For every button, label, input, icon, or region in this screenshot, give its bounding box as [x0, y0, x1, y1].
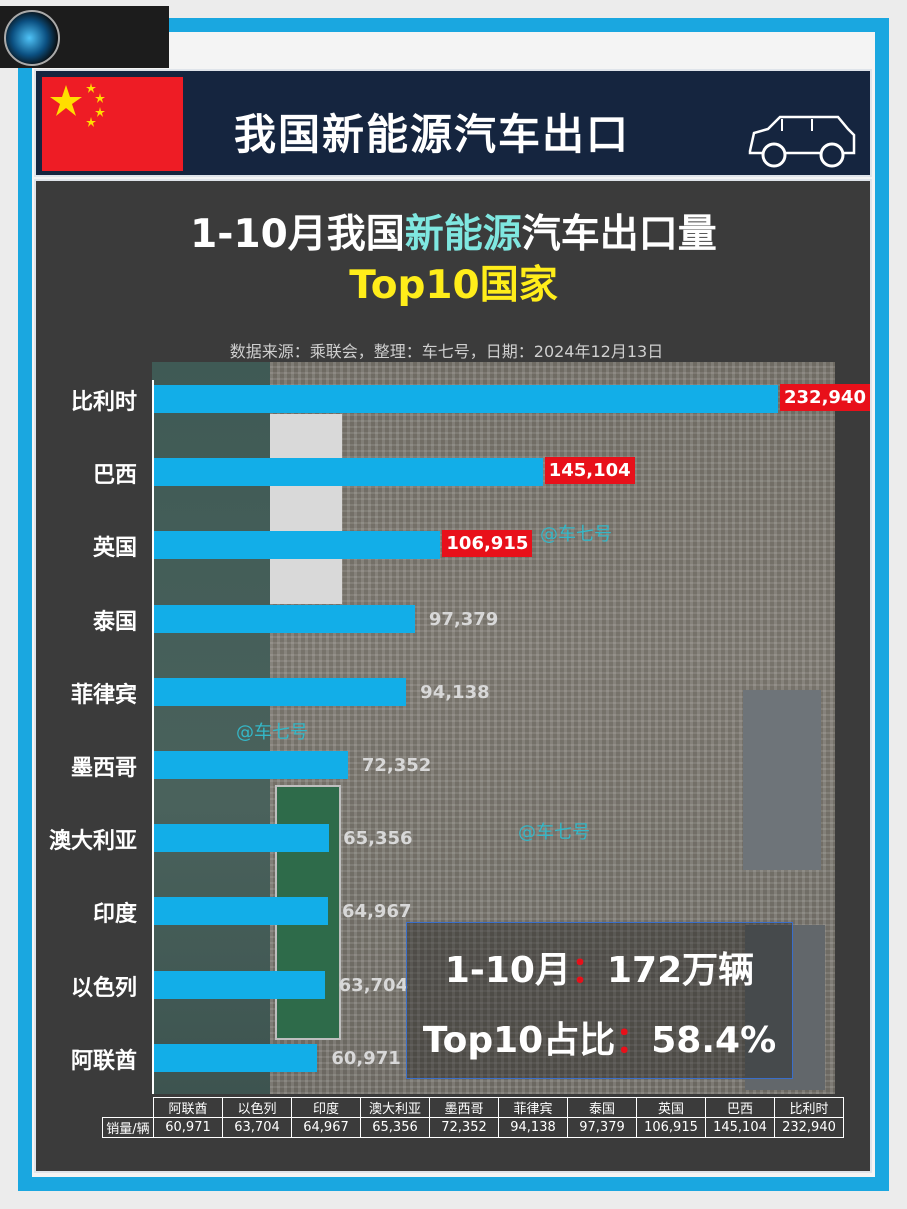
summary-total: 1-10月：172万辆 [407, 941, 792, 993]
table-value-cell: 232,940 [774, 1117, 844, 1138]
summary-box: 1-10月：172万辆 Top10占比：58.4% [406, 922, 793, 1079]
category-label: 比利时 [70, 390, 137, 415]
table-value-cell: 97,379 [567, 1117, 637, 1138]
bar [154, 677, 407, 706]
data-label: 97,379 [428, 608, 499, 630]
category-label: 英国 [92, 536, 137, 562]
summary-separator: ： [570, 950, 607, 991]
bar [154, 531, 441, 560]
category-label: 以色列 [70, 975, 137, 1001]
data-table: 阿联酋 以色列 印度 澳大利亚 墨西哥 菲律宾 泰国 英国 巴西 比利时 销量/辆 60,971 6… [102, 1097, 844, 1138]
table-header-row: 阿联酋 以色列 印度 澳大利亚 墨西哥 菲律宾 泰国 英国 巴西 比利时 [102, 1097, 844, 1118]
background-building [743, 690, 821, 870]
table-value-row: 销量/辆 60,971 63,704 64,967 65,356 72,352 94,13… [102, 1117, 844, 1138]
table-header-cell: 印度 [291, 1097, 361, 1118]
background-building [745, 925, 825, 1090]
y-axis-line [152, 380, 154, 1094]
title-part-2: 新能源 [404, 212, 522, 257]
table-value-cell: 65,356 [360, 1117, 430, 1138]
summary-total-value: 172万辆 [606, 950, 755, 991]
summary-total-label: 1-10月 [444, 950, 571, 991]
chart-subtitle: Top10国家 [349, 263, 558, 308]
table-header-cell: 比利时 [774, 1097, 844, 1118]
category-label: 菲律宾 [70, 682, 137, 708]
logo [0, 6, 169, 68]
data-label: 106,915 [442, 530, 533, 558]
data-label: 145,104 [544, 457, 635, 485]
logo-icon [4, 10, 60, 66]
summary-share-label: Top10占比 [422, 1020, 616, 1061]
watermark: @车七号 [540, 524, 612, 545]
table-header-cell: 墨西哥 [429, 1097, 499, 1118]
table-row-label: 销量/辆 [102, 1117, 154, 1138]
table-value-cell: 145,104 [705, 1117, 775, 1138]
data-label: 232,940 [780, 384, 870, 411]
table-value-cell: 64,967 [291, 1117, 361, 1138]
summary-separator: ： [615, 1020, 652, 1061]
table-header-cell: 澳大利亚 [360, 1097, 430, 1118]
bar [154, 604, 415, 633]
header-banner: 我国新能源汽车出口 [34, 69, 872, 177]
category-label: 墨西哥 [70, 756, 137, 781]
bar [154, 751, 348, 779]
chart-title: 1-10月我国新能源汽车出口量 [0, 203, 907, 259]
table-header-cell: 泰国 [567, 1097, 637, 1118]
table-value-cell: 94,138 [498, 1117, 568, 1138]
china-flag-icon [42, 77, 183, 171]
table-value-cell: 63,704 [222, 1117, 292, 1138]
bar [154, 458, 543, 487]
data-label: 64,967 [342, 901, 412, 923]
data-source: 数据来源：乘联会，整理：车七号，日期：2024年12月13日 [229, 342, 664, 361]
table-corner [102, 1097, 154, 1118]
data-label: 65,356 [343, 828, 413, 850]
table-header-cell: 以色列 [222, 1097, 292, 1118]
title-part-3: 汽车出口量 [521, 212, 717, 257]
summary-share: Top10占比：58.4% [407, 1011, 792, 1063]
title-part-1: 1-10月我国 [190, 212, 405, 257]
watermark: @车七号 [236, 722, 308, 743]
table-value-cell: 60,971 [153, 1117, 223, 1138]
watermark: @车七号 [518, 822, 590, 843]
suv-icon [748, 115, 856, 168]
category-label: 阿联酋 [70, 1048, 137, 1074]
data-label: 94,138 [420, 681, 490, 703]
category-label: 印度 [92, 902, 137, 928]
category-label: 巴西 [92, 463, 137, 489]
category-label: 澳大利亚 [48, 829, 137, 855]
category-label: 泰国 [92, 609, 137, 635]
data-label: 72,352 [361, 755, 432, 776]
bar [154, 385, 778, 413]
table-header-cell: 阿联酋 [153, 1097, 223, 1118]
data-label: 60,971 [331, 1047, 401, 1069]
table-header-cell: 英国 [636, 1097, 706, 1118]
table-header-cell: 巴西 [705, 1097, 775, 1118]
summary-share-value: 58.4% [651, 1020, 777, 1061]
data-label: 63,704 [338, 974, 409, 996]
table-header-cell: 菲律宾 [498, 1097, 568, 1118]
table-value-cell: 106,915 [636, 1117, 706, 1138]
background-ship [270, 414, 342, 604]
bar [154, 970, 325, 999]
table-value-cell: 72,352 [429, 1117, 499, 1138]
header-title: 我国新能源汽车出口 [234, 110, 631, 159]
bar [154, 897, 329, 926]
bar [154, 824, 330, 853]
bar [154, 1043, 318, 1072]
